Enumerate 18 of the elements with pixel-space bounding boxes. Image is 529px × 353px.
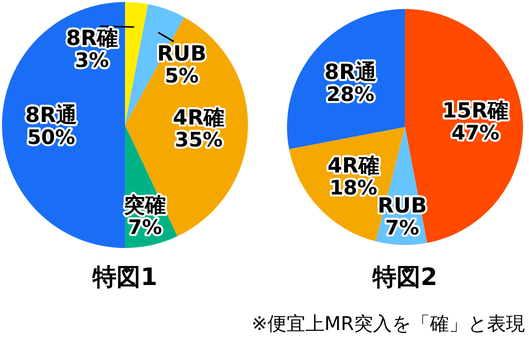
slice-label: 4R確 xyxy=(327,153,380,178)
data-label: 28% xyxy=(326,82,374,106)
slice-label: 8R通 xyxy=(324,60,376,84)
data-label: 35% xyxy=(174,127,223,152)
data-label: 50% xyxy=(27,125,76,149)
slice-label: 8R通 xyxy=(25,103,78,127)
text: 特図1 xyxy=(92,263,158,291)
text: ※便宜上MR突入を「確」と表現 xyxy=(251,313,525,335)
text: 特図2 xyxy=(372,263,438,291)
data-label: 18% xyxy=(329,175,378,200)
data-label: 47% xyxy=(452,120,500,144)
slice-label: 15R確 xyxy=(442,98,509,122)
data-label: 3% xyxy=(75,48,109,72)
data-label: 5% xyxy=(164,64,199,88)
data-label: 7% xyxy=(385,215,420,240)
slice-label: 4R確 xyxy=(172,105,225,130)
data-label: 7% xyxy=(128,215,162,240)
slice-label: 8R確 xyxy=(66,26,118,50)
